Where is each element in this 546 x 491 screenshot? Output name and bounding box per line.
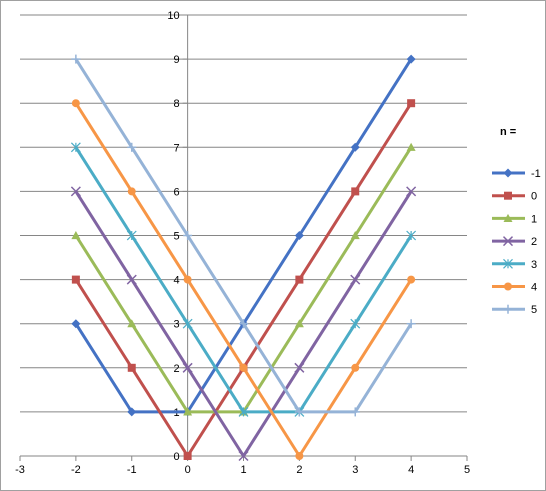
- square-marker: [504, 191, 512, 200]
- data-point: [406, 54, 416, 64]
- data-point: [350, 274, 361, 285]
- y-tick-label: 2: [174, 363, 180, 375]
- data-point: [294, 407, 304, 417]
- x-tick-label: 4: [408, 464, 414, 476]
- data-point: [350, 231, 360, 240]
- y-tick-label: 10: [167, 10, 179, 22]
- data-point: [407, 99, 416, 108]
- legend-item: 3: [492, 259, 537, 271]
- legend-item: 1: [492, 213, 537, 225]
- data-point: [71, 275, 80, 284]
- data-point: [127, 319, 137, 328]
- x-tick-label: 1: [240, 464, 246, 476]
- series-4: [71, 99, 416, 460]
- data-point: [238, 406, 249, 417]
- data-point: [127, 187, 136, 196]
- data-point: [350, 142, 360, 152]
- x-tick-label: -3: [15, 464, 25, 476]
- legend-label: 1: [531, 213, 537, 225]
- data-point: [238, 450, 249, 462]
- legend-label: 4: [531, 282, 537, 294]
- data-point: [71, 99, 80, 108]
- series-2: [70, 186, 417, 462]
- data-point: [351, 363, 360, 372]
- data-point: [127, 363, 136, 372]
- y-tick-label: 9: [174, 54, 180, 66]
- data-point: [71, 54, 81, 64]
- data-point: [239, 319, 248, 329]
- x-tick-label: 2: [296, 464, 302, 476]
- data-point: [126, 274, 137, 285]
- legend-item: 4: [492, 282, 537, 294]
- data-point: [70, 186, 81, 197]
- y-tick-label: 8: [174, 98, 180, 110]
- legend-title: n =: [500, 126, 516, 138]
- plus-marker: [503, 304, 513, 314]
- legend-item: -1: [492, 168, 541, 180]
- data-point: [351, 187, 360, 196]
- data-point: [406, 142, 416, 151]
- legend-label: 5: [531, 304, 537, 316]
- series-5: [71, 54, 416, 417]
- data-point: [406, 319, 416, 329]
- star-marker: [503, 258, 513, 269]
- legend-label: -1: [531, 168, 541, 180]
- data-point: [127, 407, 137, 417]
- data-point: [70, 142, 81, 153]
- data-point: [294, 362, 305, 373]
- gridlines: [20, 14, 467, 413]
- series-3: [70, 142, 417, 417]
- diamond-marker: [503, 168, 513, 178]
- data-point: [294, 231, 304, 240]
- x-tick-label: 5: [464, 464, 470, 476]
- data-point: [295, 452, 304, 460]
- y-tick-label: 5: [174, 231, 180, 243]
- data-point: [183, 452, 192, 460]
- data-point: [406, 230, 417, 241]
- data-point: [183, 275, 192, 284]
- x-tick-label: -2: [71, 464, 81, 476]
- legend: n = -1 0 1 2 3 4 5: [492, 126, 541, 316]
- legend-label: 2: [531, 236, 537, 248]
- data-point: [239, 363, 248, 372]
- legend-item: 5: [492, 304, 537, 316]
- data-point: [295, 275, 304, 284]
- y-tick-label: 0: [174, 451, 180, 463]
- data-point: [126, 230, 137, 241]
- y-tick-label: 6: [174, 186, 180, 198]
- x-tick-label: -1: [127, 464, 137, 476]
- triangle-marker: [503, 213, 513, 222]
- data-point: [350, 407, 360, 417]
- y-tick-label: 3: [174, 319, 180, 331]
- x-tick-label: 3: [352, 464, 358, 476]
- y-tick-label: 4: [174, 275, 180, 287]
- data-point: [71, 231, 81, 240]
- data-point: [350, 318, 361, 329]
- legend-label: 0: [531, 191, 537, 203]
- data-point: [406, 186, 417, 197]
- data-point: [182, 362, 193, 373]
- data-point: [183, 407, 193, 416]
- legend-item: 2: [492, 236, 537, 248]
- legend-item: 0: [492, 191, 537, 203]
- data-point: [71, 319, 81, 329]
- legend-label: 3: [531, 259, 537, 271]
- x-marker: [502, 236, 514, 247]
- data-point: [183, 231, 193, 240]
- x-tick-label: 0: [185, 464, 191, 476]
- circle-marker: [504, 282, 512, 291]
- data-point: [127, 142, 137, 152]
- data-point: [294, 319, 304, 328]
- data-point: [407, 275, 416, 284]
- y-tick-label: 7: [174, 142, 180, 154]
- data-point: [182, 318, 193, 329]
